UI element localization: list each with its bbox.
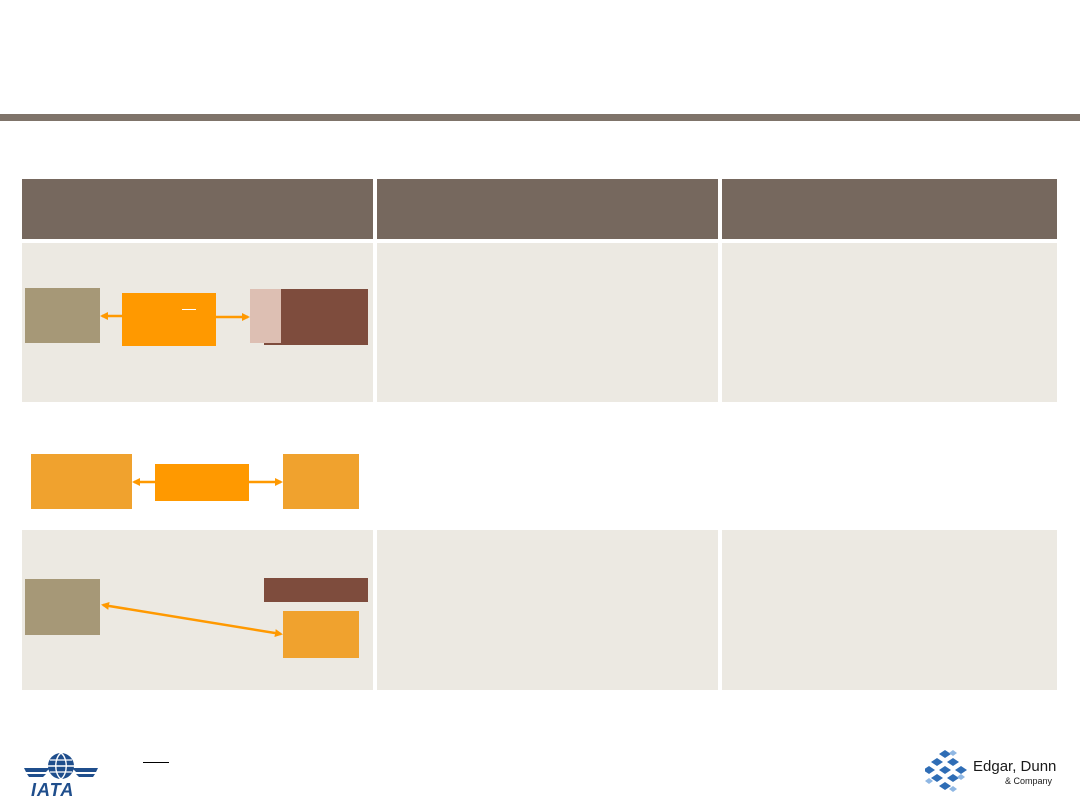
diagram-2-left-box	[31, 454, 132, 509]
diagram-2-middle-box	[155, 464, 249, 501]
table-row-1-col2	[377, 243, 718, 402]
footer-underline-mark	[143, 762, 169, 763]
table-header-col2	[377, 179, 718, 239]
edgar-dunn-name: Edgar, Dunn	[973, 758, 1057, 775]
diagram-1-right-box-back	[264, 289, 368, 345]
table-header-col3	[722, 179, 1057, 239]
diagram-1-right-box-front	[250, 289, 281, 343]
diagram-3-top-right-bar	[264, 578, 368, 602]
diagram-3-arrow	[101, 602, 283, 637]
table-header-col1	[22, 179, 373, 239]
edgar-dunn-mark-icon	[925, 750, 967, 792]
iata-logo: IATA	[22, 750, 100, 800]
iata-globe-icon	[24, 752, 98, 780]
title-divider	[0, 114, 1080, 121]
diagram-3-right-box	[283, 611, 359, 658]
diagram-3-left-box	[25, 579, 100, 635]
edgar-dunn-logo: Edgar, Dunn & Company	[925, 748, 1065, 798]
table-row-3-col2	[377, 530, 718, 690]
diagram-2-right-box	[283, 454, 359, 509]
iata-logo-text: IATA	[31, 780, 75, 800]
diagram-1-middle-mark	[182, 309, 196, 310]
edgar-dunn-company: & Company	[1005, 776, 1053, 786]
table-row-3-col3	[722, 530, 1057, 690]
diagram-1-left-box	[25, 288, 100, 343]
table-row-1-col3	[722, 243, 1057, 402]
diagram-1-middle-box	[122, 293, 216, 346]
